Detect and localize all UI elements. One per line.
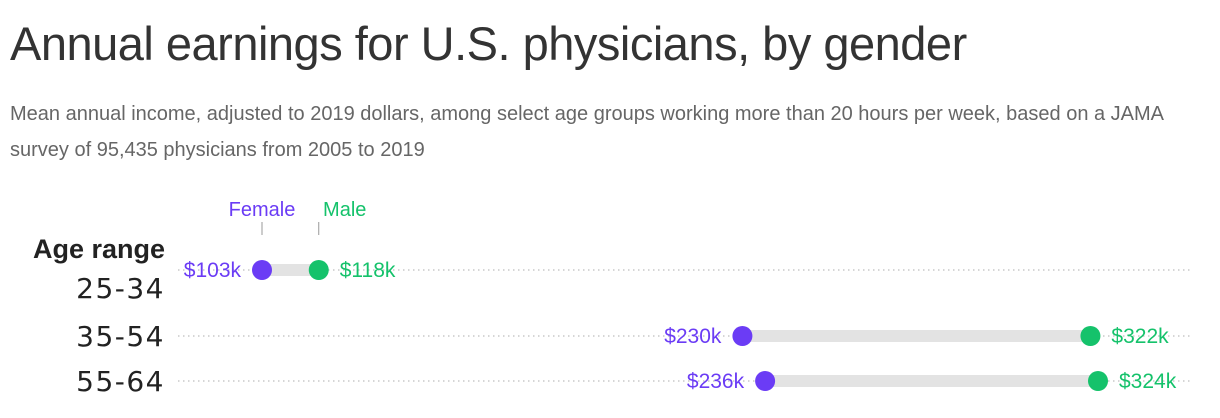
category-label: 35-54 bbox=[76, 320, 165, 353]
legend-female-label: Female bbox=[229, 199, 296, 221]
chart-title: Annual earnings for U.S. physicians, by … bbox=[10, 17, 967, 70]
female-dot bbox=[252, 260, 272, 280]
male-dot bbox=[1088, 371, 1108, 391]
female-value-label: $230k bbox=[664, 325, 722, 348]
category-label: 55-64 bbox=[76, 365, 165, 398]
legend-male-label: Male bbox=[323, 199, 366, 221]
male-dot bbox=[1080, 326, 1101, 346]
male-value-label: $118k bbox=[340, 259, 396, 282]
female-dot bbox=[732, 326, 753, 346]
male-dot bbox=[308, 260, 329, 280]
male-value-label: $324k bbox=[1119, 370, 1177, 393]
y-axis-label: Age range bbox=[33, 234, 165, 264]
male-value-label: $322k bbox=[1111, 325, 1169, 348]
female-value-label: $103k bbox=[184, 259, 242, 282]
chart-subtitle: Mean annual income, adjusted to 2019 dol… bbox=[10, 103, 1163, 161]
female-value-label: $236k bbox=[687, 370, 745, 393]
category-label: 25-34 bbox=[76, 272, 165, 305]
chart-rows: 25-34 $103k $118k 35-54 $230k $322k 55-64 $236k… bbox=[76, 259, 1190, 398]
female-dot bbox=[755, 371, 776, 391]
legend: Female Male bbox=[229, 199, 366, 235]
